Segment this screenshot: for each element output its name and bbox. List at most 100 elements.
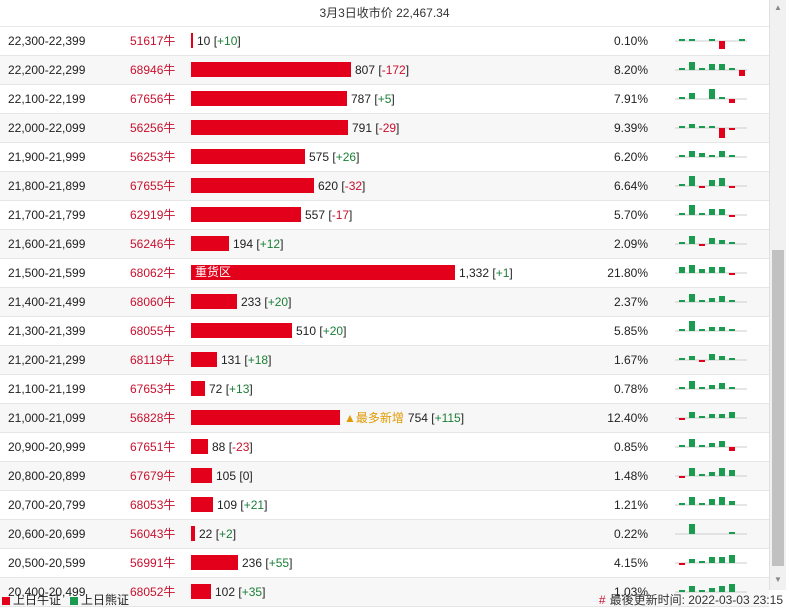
sparkline-bar [699, 360, 705, 362]
vertical-scrollbar[interactable]: ▲ ▼ [769, 0, 786, 590]
quantity-change: +20 [322, 324, 344, 338]
quantity-value: 787 [+5] [351, 85, 395, 113]
quantity-number: 620 [318, 179, 342, 193]
sparkline-bar [719, 151, 725, 157]
table-row[interactable]: 20,400-20,499 68052牛 102 [+35] 1.03% [0, 578, 769, 607]
strike-range: 20,400-20,499 [8, 585, 86, 599]
quantity-change: -17 [331, 208, 350, 222]
table-row[interactable]: 21,700-21,799 62919牛 557 [-17] 5.70% [0, 201, 769, 230]
hash-icon: # [598, 593, 606, 607]
warrant-code-link[interactable]: 68946牛 [130, 63, 176, 77]
table-row[interactable]: 20,700-20,799 68053牛 109 [+21] 1.21% [0, 491, 769, 520]
sparkline-bar [689, 586, 695, 592]
strike-range: 21,700-21,799 [8, 208, 86, 222]
strike-range: 22,100-22,199 [8, 92, 86, 106]
percentage: 0.10% [613, 34, 648, 48]
table-row[interactable]: 21,000-21,099 56828牛 ▲最多新增 754 [+115] 12.40% [0, 404, 769, 433]
legend-bear: 上日熊证 [70, 591, 129, 609]
bear-swatch-icon [70, 597, 78, 605]
bracket: ] [349, 208, 353, 222]
table-row[interactable]: 20,600-20,699 56043牛 22 [+2] 0.22% [0, 520, 769, 549]
warrant-code-link[interactable]: 51617牛 [130, 34, 176, 48]
bracket: [ [238, 585, 242, 599]
sparkline-bar [689, 412, 695, 418]
warrant-code-link[interactable]: 67651牛 [130, 440, 176, 454]
sparkline-bar [709, 472, 715, 476]
table-row[interactable]: 21,400-21,499 68060牛 233 [+20] 2.37% [0, 288, 769, 317]
quantity-change: +1 [495, 266, 510, 280]
warrant-code-link[interactable]: 56253牛 [130, 150, 176, 164]
sparkline-bar [729, 358, 735, 360]
sparkline-bar [709, 209, 715, 215]
quantity-change: +26 [335, 150, 357, 164]
sparkline-bar [709, 557, 715, 563]
warrant-code-link[interactable]: 68060牛 [130, 295, 176, 309]
sparkline-bar [719, 64, 725, 70]
warrant-code-link[interactable]: 56828牛 [130, 411, 176, 425]
table-row[interactable]: 21,100-21,199 67653牛 72 [+13] 0.78% [0, 375, 769, 404]
warrant-code-link[interactable]: 68053牛 [130, 498, 176, 512]
warrant-code-link[interactable]: 56991牛 [130, 556, 176, 570]
table-row[interactable]: 20,500-20,599 56991牛 236 [+55] 4.15% [0, 549, 769, 578]
sparkline-bar [679, 590, 685, 592]
bracket: [ [328, 208, 332, 222]
sparkline-bar [709, 155, 715, 157]
table-row[interactable]: 21,500-21,599 68062牛 重货区 1,332 [+1] 21.80% [0, 259, 769, 288]
scroll-up-arrow-icon[interactable]: ▲ [774, 3, 782, 12]
table-row[interactable]: 21,200-21,299 68119牛 131 [+18] 1.67% [0, 346, 769, 375]
history-sparkline [675, 524, 747, 535]
quantity-change: +5 [377, 92, 392, 106]
sparkline-bar [729, 329, 735, 331]
warrant-code-link[interactable]: 67653牛 [130, 382, 176, 396]
warrant-code-link[interactable]: 67679牛 [130, 469, 176, 483]
table-row[interactable]: 22,100-22,199 67656牛 787 [+5] 7.91% [0, 85, 769, 114]
warrant-code-link[interactable]: 68052牛 [130, 585, 176, 599]
warrant-code-link[interactable]: 68119牛 [130, 353, 175, 367]
table-row[interactable]: 21,800-21,899 67655牛 620 [-32] 6.64% [0, 172, 769, 201]
sparkline-bar [719, 240, 725, 244]
history-sparkline [675, 265, 747, 275]
scroll-down-arrow-icon[interactable]: ▼ [774, 575, 782, 584]
history-sparkline [675, 62, 747, 76]
quantity-value: 109 [+21] [217, 491, 267, 519]
warrant-code-link[interactable]: 62919牛 [130, 208, 176, 222]
warrant-code-link[interactable]: 56246牛 [130, 237, 176, 251]
sparkline-bar [729, 273, 735, 275]
quantity-bar [191, 526, 195, 541]
warrant-code-link[interactable]: 67655牛 [130, 179, 176, 193]
bracket: [ [256, 237, 260, 251]
sparkline-bar [689, 265, 695, 273]
bracket: ] [264, 498, 268, 512]
warrant-code-link[interactable]: 56043牛 [130, 527, 176, 541]
bracket: ] [391, 92, 395, 106]
table-row[interactable]: 21,300-21,399 68055牛 510 [+20] 5.85% [0, 317, 769, 346]
table-row[interactable]: 22,200-22,299 68946牛 807 [-172] 8.20% [0, 56, 769, 85]
quantity-value: 105 [0] [216, 462, 253, 490]
table-row[interactable]: 22,000-22,099 56256牛 791 [-29] 9.39% [0, 114, 769, 143]
history-sparkline [675, 39, 747, 49]
bracket: ] [343, 324, 347, 338]
warrant-code-link[interactable]: 68062牛 [130, 266, 176, 280]
warrant-code-link[interactable]: 56256牛 [130, 121, 176, 135]
table-row[interactable]: 21,900-21,999 56253牛 575 [+26] 6.20% [0, 143, 769, 172]
sparkline-bar [729, 584, 735, 592]
history-sparkline [675, 497, 747, 506]
warrant-code-link[interactable]: 68055牛 [130, 324, 176, 338]
sparkline-bar [679, 387, 685, 389]
table-row[interactable]: 20,800-20,899 67679牛 105 [0] 1.48% [0, 462, 769, 491]
sparkline-bar [699, 126, 705, 128]
quantity-value: 791 [-29] [352, 114, 399, 142]
cbbc-distribution-table: 22,300-22,399 51617牛 10 [+10] 0.10% 22,200-2… [0, 27, 769, 607]
sparkline-bar [689, 321, 695, 331]
quantity-bar: 重货区 [191, 265, 455, 280]
warrant-code-link[interactable]: 67656牛 [130, 92, 176, 106]
bracket: ] [362, 179, 366, 193]
sparkline-bar [719, 41, 725, 49]
table-row[interactable]: 22,300-22,399 51617牛 10 [+10] 0.10% [0, 27, 769, 56]
table-row[interactable]: 21,600-21,699 56246牛 194 [+12] 2.09% [0, 230, 769, 259]
strike-range: 20,800-20,899 [8, 469, 86, 483]
history-sparkline [675, 439, 747, 451]
sparkline-bar [699, 300, 705, 302]
table-row[interactable]: 20,900-20,999 67651牛 88 [-23] 0.85% [0, 433, 769, 462]
scrollbar-thumb[interactable] [772, 250, 784, 566]
